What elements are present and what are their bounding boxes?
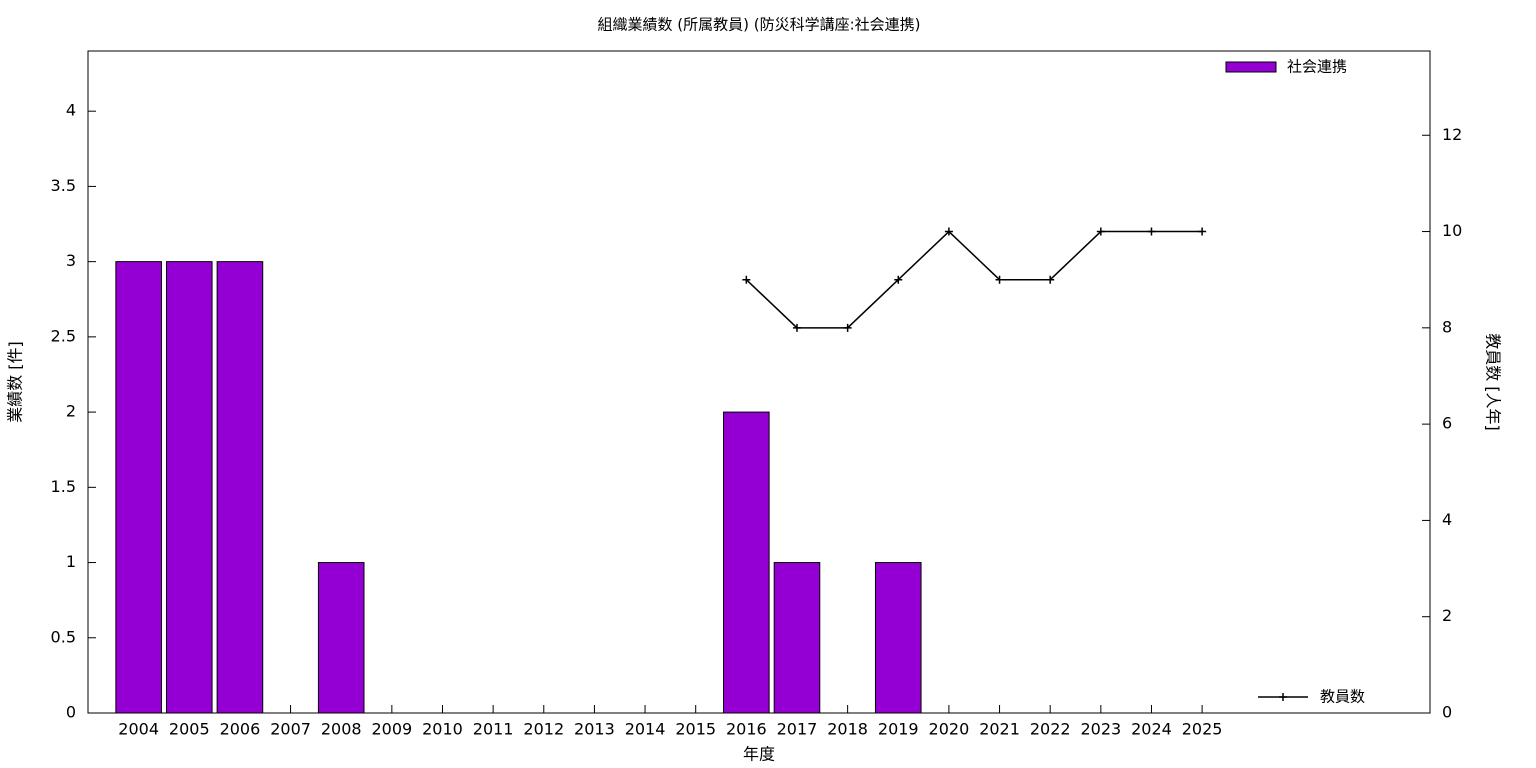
x-tick-label: 2015 <box>675 720 716 739</box>
point <box>1096 227 1105 236</box>
point <box>944 227 953 236</box>
x-tick-label: 2006 <box>220 720 261 739</box>
bar <box>874 562 922 714</box>
y2-tick-label: 4 <box>1442 510 1452 529</box>
x-tick-label: 2018 <box>827 720 868 739</box>
y2-tick-label: 2 <box>1442 606 1452 625</box>
y-tick-label: 2 <box>66 402 76 421</box>
y2-tick-label: 0 <box>1442 703 1452 722</box>
point <box>742 275 751 284</box>
y2-axis-label: 教員数 [人年] <box>1484 333 1503 431</box>
point <box>1198 227 1207 236</box>
y2-tick-label: 12 <box>1442 125 1462 144</box>
y-tick-label: 1.5 <box>51 477 76 496</box>
x-tick-label: 2008 <box>321 720 362 739</box>
x-tick-label: 2025 <box>1182 720 1223 739</box>
bar <box>115 261 162 714</box>
point <box>1147 227 1156 236</box>
y-tick-label: 4 <box>66 101 76 120</box>
point <box>843 323 852 332</box>
bar <box>317 562 365 714</box>
point <box>792 323 801 332</box>
x-tick-label: 2024 <box>1131 720 1172 739</box>
x-tick-label: 2012 <box>523 720 564 739</box>
bar <box>165 261 213 714</box>
x-tick-label: 2014 <box>625 720 666 739</box>
legend-swatch <box>1279 693 1287 701</box>
x-tick-label: 2013 <box>574 720 615 739</box>
x-tick-label: 2021 <box>979 720 1020 739</box>
y2-tick-label: 10 <box>1442 221 1462 240</box>
y-tick-label: 1 <box>66 552 76 571</box>
y-tick-label: 3 <box>66 251 76 270</box>
y-axis-label: 業績数 [件] <box>6 341 25 423</box>
x-tick-label: 2010 <box>422 720 463 739</box>
x-axis-label: 年度 <box>743 745 775 764</box>
x-tick-label: 2023 <box>1080 720 1121 739</box>
legend-label: 教員数 <box>1320 688 1365 706</box>
y-tick-label: 0 <box>66 703 76 722</box>
y-tick-label: 2.5 <box>51 326 76 345</box>
legend-label: 社会連携 <box>1287 58 1347 76</box>
y2-tick-label: 6 <box>1442 414 1452 433</box>
x-tick-label: 2022 <box>1030 720 1071 739</box>
x-tick-label: 2019 <box>878 720 919 739</box>
y2-tick-label: 8 <box>1442 317 1452 336</box>
x-tick-label: 2009 <box>371 720 412 739</box>
legend-swatch <box>1225 61 1277 73</box>
y-tick-label: 3.5 <box>51 176 76 195</box>
x-tick-label: 2007 <box>270 720 311 739</box>
x-tick-label: 2016 <box>726 720 767 739</box>
bar <box>216 261 264 714</box>
x-tick-label: 2005 <box>169 720 210 739</box>
x-tick-label: 2017 <box>777 720 818 739</box>
point <box>1046 275 1055 284</box>
x-tick-label: 2011 <box>473 720 514 739</box>
point <box>894 275 903 284</box>
chart-title: 組織業績数 (所属教員) (防災科学講座:社会連携) <box>597 16 920 34</box>
line <box>745 230 1203 329</box>
y-tick-label: 0.5 <box>51 627 76 646</box>
bar <box>773 562 821 714</box>
x-tick-label: 2004 <box>118 720 159 739</box>
x-tick-label: 2020 <box>929 720 970 739</box>
point <box>995 275 1004 284</box>
bar <box>723 411 770 714</box>
